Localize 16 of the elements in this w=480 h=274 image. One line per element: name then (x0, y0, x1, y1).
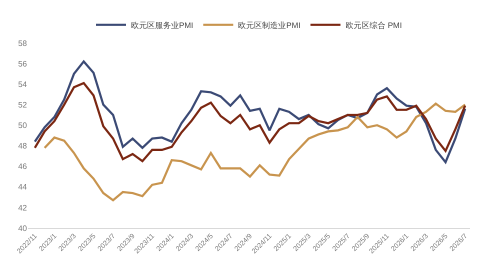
y-tick-label: 58 (18, 38, 28, 48)
line-series (44, 102, 466, 202)
legend-label: 欧元区服务业PMI (131, 20, 194, 30)
y-tick-label: 46 (18, 162, 28, 172)
y-tick-label: 52 (18, 100, 28, 110)
legend-label: 欧元区综合 PMI (345, 20, 402, 30)
y-tick-label: 56 (18, 59, 28, 68)
y-tick-label: 50 (18, 121, 28, 130)
y-tick-label: 54 (18, 80, 28, 89)
y-tick-label: 42 (18, 203, 28, 212)
line-series (34, 60, 466, 164)
y-tick-label: 40 (18, 224, 28, 233)
y-tick-label: 48 (18, 142, 28, 151)
y-tick-label: 44 (18, 182, 28, 192)
legend-label: 欧元区制造业PMI (238, 20, 300, 30)
line-series (34, 82, 466, 162)
